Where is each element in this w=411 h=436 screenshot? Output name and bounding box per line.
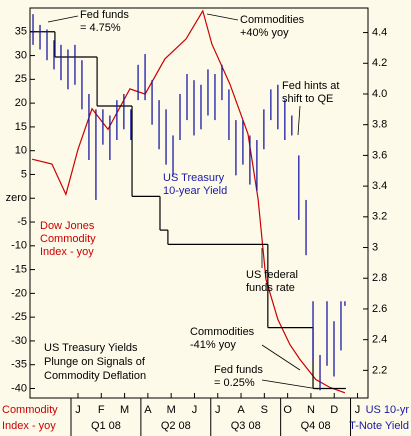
x-tick-label: A <box>144 404 152 416</box>
annotation-line: Fed funds <box>80 9 129 21</box>
annotation-line: +40% yoy <box>240 27 289 39</box>
y2-tick-label: 3 <box>372 241 378 253</box>
x-tick-label: J <box>355 404 361 416</box>
y-tick-label: -10 <box>11 240 27 252</box>
y-tick-label: 20 <box>15 97 27 109</box>
series-label-line: Index - yoy <box>40 246 94 258</box>
leader-line <box>297 105 301 136</box>
y-tick-label: 30 <box>15 49 27 61</box>
annotation-line: shift to QE <box>282 93 333 105</box>
y-tick-label: -30 <box>11 335 27 347</box>
x-tick-label: A <box>237 404 245 416</box>
x-tick-label: N <box>307 404 315 416</box>
series-label-line: Commodity <box>40 233 96 245</box>
plot-frame <box>29 7 369 399</box>
series-label: US Treasury 10-year Yield <box>163 172 227 197</box>
y-tick-label: 35 <box>15 26 27 38</box>
x-tick-label: D <box>330 404 338 416</box>
quarter-label: Q2 08 <box>161 420 191 432</box>
annotation-line: Fed hints at <box>282 80 339 92</box>
y-tick-label: -25 <box>11 311 27 323</box>
annotation-line: -41% yoy <box>190 339 236 351</box>
y-tick-label: -35 <box>11 359 27 371</box>
leader-line <box>261 379 319 390</box>
y2-tick-label: 2.4 <box>372 334 387 346</box>
quarter-label: Q3 08 <box>231 420 261 432</box>
chart-title: US Treasury Yields Plunge on Signals of Co… <box>44 342 146 382</box>
y-tick-label: 5 <box>21 168 27 180</box>
y2-tick-label: 3.8 <box>372 119 387 131</box>
y-tick-label: -40 <box>11 382 27 394</box>
y-axis-label-line: Commodity <box>2 404 58 416</box>
annotation-line: Fed funds <box>214 364 263 376</box>
annotation: Fed funds = 4.75% <box>80 9 129 34</box>
y-tick-label: 25 <box>15 73 27 85</box>
y2-tick-label: 4.2 <box>372 57 387 69</box>
annotation: Fed hints at shift to QE <box>282 80 339 105</box>
y2-tick-label: 3.6 <box>372 149 387 161</box>
chart-title-line: US Treasury Yields <box>44 342 138 354</box>
y-tick-label: -20 <box>11 287 27 299</box>
x-tick-label: F <box>98 404 105 416</box>
annotation: Fed funds = 0.25% <box>214 364 263 389</box>
y-tick-label: -15 <box>11 263 27 275</box>
series-label-line: Dow Jones <box>40 220 95 232</box>
annotation-line: = 0.25% <box>214 377 255 389</box>
leader-line <box>261 344 301 371</box>
y2-tick-label: 3.4 <box>372 180 387 192</box>
y-axis-label-line: Index - yoy <box>2 420 56 432</box>
y2-tick-label: 2.8 <box>372 272 387 284</box>
x-tick-label: M <box>120 404 129 416</box>
series-label: US federal funds rate <box>246 269 298 294</box>
series-label: Dow Jones Commodity Index - yoy <box>40 220 96 258</box>
y-tick-label: 10 <box>15 145 27 157</box>
leader-lines <box>47 13 319 390</box>
y2-tick-label: 2.6 <box>372 303 387 315</box>
x-tick-label: J <box>215 404 221 416</box>
series-line <box>31 9 346 394</box>
x-tick-label: M <box>167 404 176 416</box>
chart-title-line: Plunge on Signals of <box>44 356 146 368</box>
annotation-line: Commodities <box>190 326 255 338</box>
y2-tick-label: 3.2 <box>372 211 387 223</box>
annotation-line: Commodities <box>240 14 305 26</box>
leader-line <box>47 15 79 23</box>
series-label-line: US federal <box>246 269 298 281</box>
quarter-label: Q1 08 <box>91 420 121 432</box>
series-label-line: funds rate <box>246 282 295 294</box>
x-tick-label: J <box>192 404 198 416</box>
x-tick-label: O <box>283 404 292 416</box>
x-tick-label: J <box>75 404 81 416</box>
y2-axis-label-line: T-Note Yield <box>349 420 409 432</box>
quarter-label: Q4 08 <box>301 420 331 432</box>
y2-axis-label: US 10-yr T-Note Yield <box>349 404 409 432</box>
y2-tick-label: 2.2 <box>372 364 387 376</box>
y2-axis-label-line: US 10-yr <box>366 404 410 416</box>
x-tick-label: S <box>261 404 268 416</box>
series-label-line: 10-year Yield <box>163 185 227 197</box>
y-axis-label: Commodity Index - yoy <box>2 404 58 432</box>
y2-tick-label: 4.0 <box>372 88 387 100</box>
y-tick-label: -5 <box>17 216 27 228</box>
y2-tick-label: 4.4 <box>372 26 387 38</box>
y-tick-label: 15 <box>15 121 27 133</box>
series-label-line: US Treasury <box>163 172 225 184</box>
annotation: Commodities -41% yoy <box>190 326 255 351</box>
leader-line <box>206 13 239 21</box>
chart-title-line: Commodity Deflation <box>44 370 146 382</box>
y-tick-label: zero <box>6 192 27 204</box>
annotation: Commodities +40% yoy <box>240 14 305 39</box>
annotation-line: = 4.75% <box>80 22 121 34</box>
